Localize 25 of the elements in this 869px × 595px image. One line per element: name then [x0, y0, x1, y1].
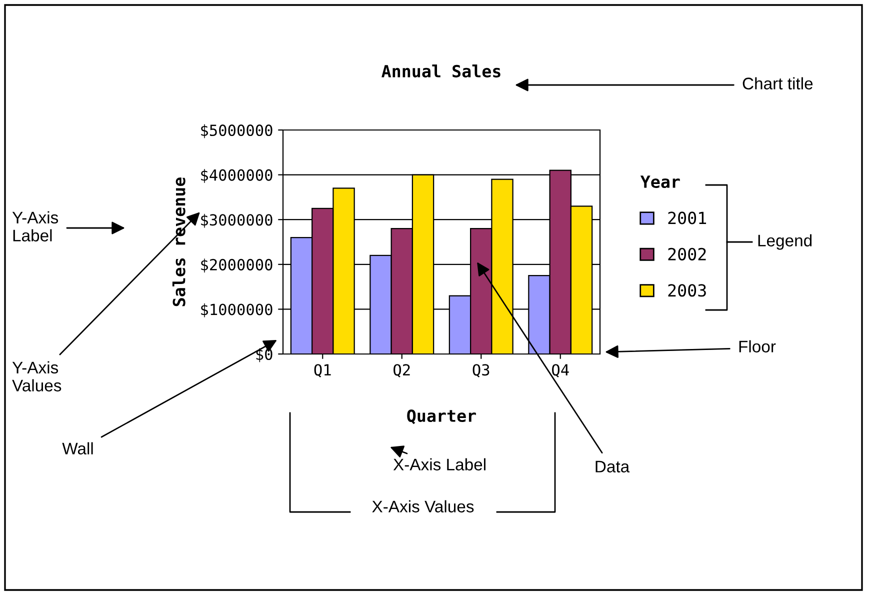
x-tick-label: Q3: [472, 364, 490, 378]
y-tick-label: $3000000: [201, 214, 272, 228]
x-tick-label: Q1: [314, 364, 331, 378]
text: Wall: [62, 442, 93, 454]
text: Legend: [758, 234, 812, 250]
text: Chart title: [742, 77, 813, 90]
text: Y-Axis Label: [12, 211, 58, 242]
text: Y-Axis Values: [12, 361, 62, 392]
x-tick-label: Q2: [394, 364, 410, 378]
y-tick-label: $5000000: [201, 124, 272, 138]
x-tick-label: Q4: [552, 364, 569, 378]
x-axis-title: Quarter: [407, 409, 476, 424]
text: Data: [596, 460, 630, 472]
legend-label: 2003: [668, 284, 706, 297]
y-tick-label: $4000000: [201, 169, 272, 183]
y-tick-label: $1000000: [201, 303, 272, 318]
text: X-Axis Values: [372, 500, 474, 512]
text: X-Axis Label: [393, 458, 486, 470]
legend-label: 2002: [668, 248, 706, 260]
text: Floor: [739, 340, 776, 352]
y-axis-title: Sales revenue: [172, 177, 186, 306]
chart-title: Annual Sales: [382, 64, 500, 78]
legend-title: Year: [640, 176, 680, 188]
y-tick-label: $2000000: [201, 258, 272, 272]
legend-label: 2001: [668, 212, 706, 224]
